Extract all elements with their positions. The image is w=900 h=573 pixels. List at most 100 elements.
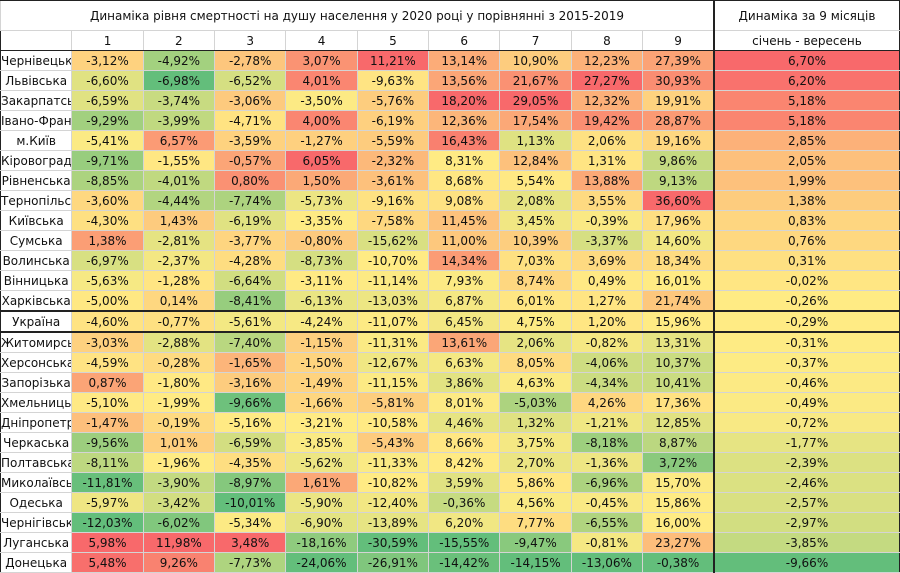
heatmap-cell: -1,49% xyxy=(285,372,358,393)
heatmap-cell: -1,80% xyxy=(142,372,216,393)
heatmap-cell: -0,45% xyxy=(570,492,644,513)
heatmap-cell: 4,75% xyxy=(499,310,572,333)
heatmap-cell: 4,01% xyxy=(285,70,358,91)
heatmap-cell: 14,34% xyxy=(428,250,501,271)
heatmap-cell: -15,55% xyxy=(428,532,501,553)
heatmap-cell: -6,02% xyxy=(142,512,216,533)
heatmap-cell: 23,27% xyxy=(642,532,715,553)
heatmap-cell: 1,01% xyxy=(142,432,216,453)
heatmap-cell: -1,21% xyxy=(570,412,644,433)
heatmap-cell: -4,59% xyxy=(71,352,144,373)
table-row: Чернівецька -3,12% -4,92% -2,78% 3,07% 11,21%… xyxy=(0,50,900,71)
heatmap-cell: 8,42% xyxy=(428,452,501,473)
heatmap-cell: -6,96% xyxy=(570,472,644,493)
heatmap-cell: -6,64% xyxy=(214,270,287,291)
heatmap-cell: -3,61% xyxy=(356,170,430,191)
heatmap-cell: 9,26% xyxy=(142,552,216,573)
heatmap-cell: 5,86% xyxy=(499,472,572,493)
heatmap-cell: -4,01% xyxy=(142,170,216,191)
heatmap-cell: -8,73% xyxy=(285,250,358,271)
table-row: Тернопільська-3,60%-4,44%-7,74%-5,73%-9,… xyxy=(0,190,900,211)
heatmap-cell: -0,38% xyxy=(642,552,715,573)
table-title: Динаміка рівня смертності на душу населе… xyxy=(0,0,715,31)
table-row: Житомирська-3,03%-2,88%-7,40%-1,15%-11,3… xyxy=(0,331,900,353)
summary-cell: 1,38% xyxy=(713,190,900,211)
region-name: Тернопільська xyxy=(0,190,73,211)
heatmap-cell: 30,93% xyxy=(642,70,715,91)
heatmap-cell: -1,15% xyxy=(285,331,358,353)
heatmap-cell: -5,00% xyxy=(71,290,144,312)
summary-cell: -3,85% xyxy=(713,532,900,553)
region-name: Херсонська xyxy=(0,352,73,373)
heatmap-cell: 11,21% xyxy=(356,50,430,71)
heatmap-cell: -7,74% xyxy=(214,190,287,211)
heatmap-cell: -3,74% xyxy=(142,90,216,111)
column-header: 6 xyxy=(428,30,501,51)
heatmap-cell: -8,85% xyxy=(71,170,144,191)
heatmap-cell: 12,32% xyxy=(570,90,644,111)
heatmap-cell: 1,13% xyxy=(499,130,572,151)
heatmap-cell: -5,73% xyxy=(285,190,358,211)
heatmap-cell: -2,78% xyxy=(214,50,287,71)
summary-cell: -0,26% xyxy=(713,290,900,312)
heatmap-cell: -2,88% xyxy=(142,331,216,353)
heatmap-cell: -3,37% xyxy=(570,230,644,251)
heatmap-cell: 1,38% xyxy=(71,230,144,251)
region-name: Волинська xyxy=(0,250,73,271)
table-row: Черкаська -9,56% 1,01% -6,59% -3,85% -5,43% 8,… xyxy=(0,432,900,453)
summary-cell: 0,83% xyxy=(713,210,900,231)
heatmap-cell: 4,26% xyxy=(570,392,644,413)
heatmap-cell: 7,03% xyxy=(499,250,572,271)
heatmap-cell: 16,01% xyxy=(642,270,715,291)
summary-cell: -2,97% xyxy=(713,512,900,533)
heatmap-cell: 4,00% xyxy=(285,110,358,131)
heatmap-cell: 8,87% xyxy=(642,432,715,453)
heatmap-cell: -5,59% xyxy=(356,130,430,151)
heatmap-cell: -5,61% xyxy=(214,310,287,333)
heatmap-cell: -4,24% xyxy=(285,310,358,333)
heatmap-cell: -3,42% xyxy=(142,492,216,513)
heatmap-cell: 5,48% xyxy=(71,552,144,573)
column-header: 9 xyxy=(642,30,715,51)
heatmap-cell: 14,60% xyxy=(642,230,715,251)
summary-cell: -0,46% xyxy=(713,372,900,393)
heatmap-cell: 18,34% xyxy=(642,250,715,271)
heatmap-cell: 15,70% xyxy=(642,472,715,493)
heatmap-cell: -3,11% xyxy=(285,270,358,291)
region-name: Луганська xyxy=(0,532,73,553)
heatmap-cell: -9,29% xyxy=(71,110,144,131)
heatmap-cell: -0,80% xyxy=(285,230,358,251)
heatmap-cell: 0,49% xyxy=(570,270,644,291)
region-name: Рівненська xyxy=(0,170,73,191)
region-name: Закарпатська xyxy=(0,90,73,111)
table-row: м.Київ -5,41% 6,57% -3,59% -1,27% -5,59% 16,43… xyxy=(0,130,900,151)
heatmap-cell: -1,55% xyxy=(142,150,216,171)
table-row: Запорізька 0,87% -1,80% -3,16% -1,49% -11,15%… xyxy=(0,372,900,393)
heatmap-cell: -4,35% xyxy=(214,452,287,473)
heatmap-cell: -7,58% xyxy=(356,210,430,231)
column-header: 5 xyxy=(356,30,430,51)
heatmap-cell: -3,99% xyxy=(142,110,216,131)
heatmap-cell: -5,90% xyxy=(285,492,358,513)
region-name: Харківська xyxy=(0,290,73,312)
heatmap-cell: -4,60% xyxy=(71,310,144,333)
region-name: Львівська xyxy=(0,70,73,91)
table-row: Сумська 1,38% -2,81% -3,77% -0,80% -15,62% 11,… xyxy=(0,230,900,251)
heatmap-cell: -6,97% xyxy=(71,250,144,271)
table-row: Харківська -5,00% 0,14% -8,41% -6,13% -13,03%… xyxy=(0,290,900,312)
heatmap-cell: -1,65% xyxy=(214,352,287,373)
heatmap-cell: -6,52% xyxy=(214,70,287,91)
heatmap-cell: -1,96% xyxy=(142,452,216,473)
region-name: Київська xyxy=(0,210,73,231)
heatmap-cell: -1,47% xyxy=(71,412,144,433)
heatmap-cell: -15,62% xyxy=(356,230,430,251)
table-row: Україна -4,60% -0,77% -5,61% -4,24% -11,07% 6,… xyxy=(0,310,900,333)
summary-cell: -0,31% xyxy=(713,331,900,353)
heatmap-cell: -0,19% xyxy=(142,412,216,433)
heatmap-cell: 12,84% xyxy=(499,150,572,171)
table-row: Одеська -5,97% -3,42% -10,01% -5,90% -12,40% -… xyxy=(0,492,900,513)
heatmap-cell: -9,63% xyxy=(356,70,430,91)
heatmap-cell: 12,36% xyxy=(428,110,501,131)
heatmap-cell: -3,06% xyxy=(214,90,287,111)
heatmap-cell: -12,67% xyxy=(356,352,430,373)
